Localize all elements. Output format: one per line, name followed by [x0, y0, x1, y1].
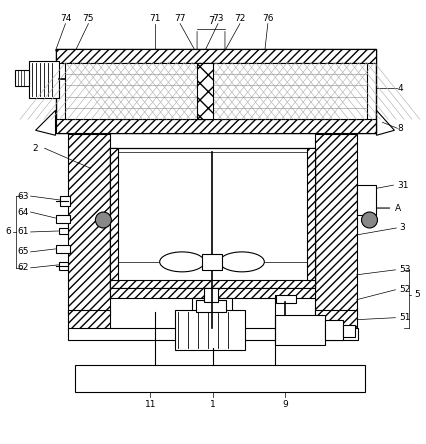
Text: 31: 31 [397, 181, 408, 190]
Bar [196, 300, 225, 312]
Bar [110, 280, 314, 288]
Text: 73: 73 [212, 14, 223, 23]
Text: 74: 74 [60, 14, 71, 23]
Bar [65, 63, 366, 119]
Bar [58, 228, 68, 234]
Bar [204, 288, 218, 302]
Text: 63: 63 [17, 191, 29, 201]
Text: 51: 51 [398, 313, 410, 322]
Text: 52: 52 [398, 285, 410, 294]
Bar [29, 60, 58, 99]
Bar [342, 325, 354, 337]
Text: A: A [394, 203, 400, 213]
Text: 61: 61 [17, 227, 29, 237]
Bar [110, 288, 314, 298]
Bar [110, 148, 118, 288]
Bar [201, 254, 222, 270]
Bar [192, 298, 231, 313]
Bar [356, 185, 376, 215]
Ellipse shape [159, 252, 204, 272]
Text: 76: 76 [262, 14, 273, 23]
Text: 7: 7 [207, 16, 213, 26]
Text: 71: 71 [149, 14, 161, 23]
Text: 72: 72 [234, 14, 245, 23]
Text: 3: 3 [398, 223, 404, 233]
Bar [55, 48, 376, 133]
Text: 4: 4 [397, 84, 402, 93]
Bar [306, 148, 314, 288]
Bar [314, 123, 356, 134]
Text: 9: 9 [281, 400, 287, 409]
Text: 53: 53 [398, 266, 410, 274]
Text: 75: 75 [83, 14, 94, 23]
Bar [274, 315, 324, 345]
Bar [175, 310, 245, 349]
Text: 1: 1 [210, 400, 216, 409]
Bar [14, 71, 29, 87]
Bar [55, 48, 376, 63]
Text: 64: 64 [17, 207, 29, 217]
Bar [55, 215, 70, 223]
Bar [110, 148, 314, 288]
Bar [68, 130, 110, 315]
Bar [68, 310, 110, 329]
Ellipse shape [219, 252, 264, 272]
Text: 77: 77 [174, 14, 185, 23]
Bar [68, 123, 110, 134]
Text: 5: 5 [413, 290, 419, 299]
Text: 65: 65 [17, 247, 29, 256]
Bar [314, 310, 356, 329]
Bar [196, 63, 213, 119]
Circle shape [361, 212, 377, 228]
Bar [58, 262, 68, 270]
Text: 62: 62 [17, 263, 29, 272]
Bar [55, 119, 376, 133]
Bar [55, 245, 70, 253]
Text: 8: 8 [397, 124, 402, 133]
Text: 6: 6 [5, 227, 11, 237]
Bar [68, 328, 357, 340]
Bar [314, 130, 356, 315]
Bar [114, 152, 310, 262]
Text: 11: 11 [144, 400, 155, 409]
Text: 2: 2 [32, 144, 38, 153]
Bar [60, 196, 70, 206]
Circle shape [95, 212, 111, 228]
Bar [75, 365, 364, 392]
Bar [324, 320, 342, 340]
Bar [275, 295, 295, 303]
